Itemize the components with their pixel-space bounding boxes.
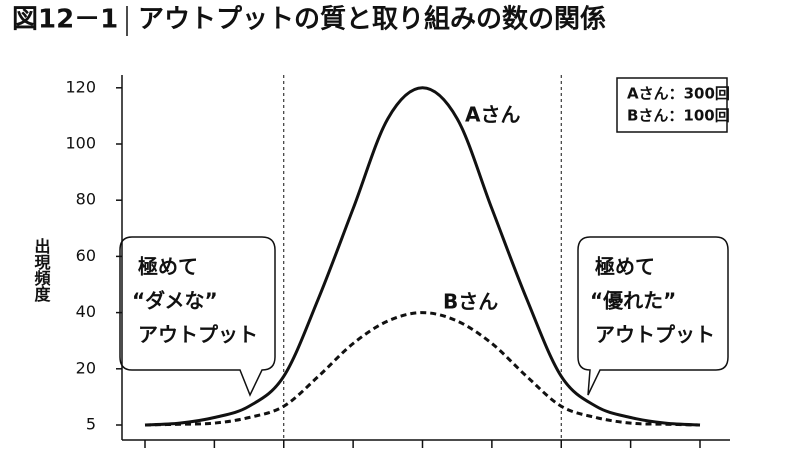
series-line [144, 311, 701, 427]
y-tick-label: 5 [86, 415, 96, 434]
series-line [144, 86, 701, 427]
y-tick-label: 100 [65, 134, 96, 153]
legend-box [616, 77, 728, 133]
y-tick-label: 40 [76, 302, 96, 321]
callout-text: 極めて [137, 255, 198, 279]
y-tick-label: 60 [76, 246, 96, 265]
series-label: Bさん [443, 290, 498, 314]
legend-text: Bさん：100回 [627, 107, 730, 125]
y-tick-label: 120 [65, 77, 96, 96]
figure-label: 図12－1 [12, 5, 118, 35]
callout-text: “優れた” [590, 289, 676, 313]
chart-title: アウトプットの質と取り組みの数の関係 [138, 4, 606, 35]
callout-text: アウトプット [595, 323, 715, 347]
series-label: Aさん [465, 103, 520, 127]
y-axis-label: 出現頻度 [32, 237, 51, 303]
callout-left-bubble [119, 236, 276, 397]
callout-text: 極めて [594, 255, 655, 279]
callout-text: アウトプット [138, 323, 258, 347]
legend-text: Aさん：300回 [627, 85, 730, 103]
callout-right-bubble [577, 236, 729, 396]
y-tick-label: 20 [76, 358, 96, 377]
y-tick-label: 80 [76, 190, 96, 209]
callout-text: “ダメな” [132, 289, 218, 313]
